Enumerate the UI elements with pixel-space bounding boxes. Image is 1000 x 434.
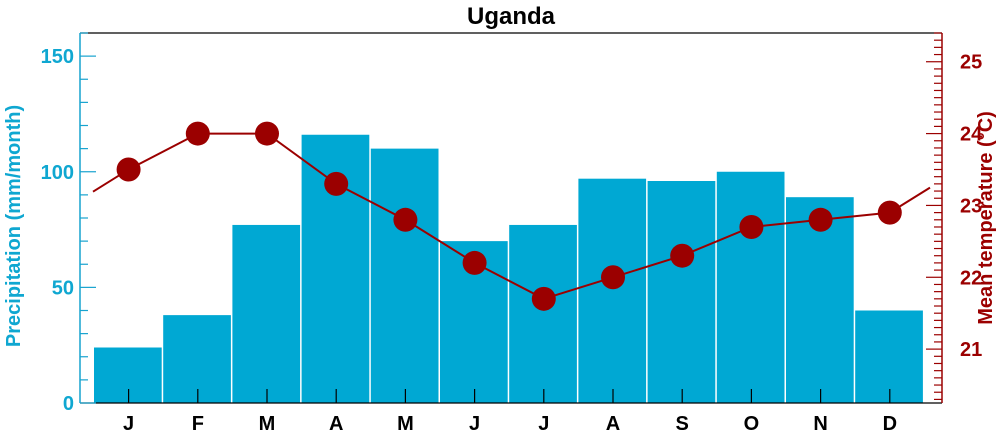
- y-tick-label-left: 50: [52, 277, 74, 299]
- temperature-point: [808, 207, 833, 232]
- temperature-point: [324, 171, 349, 196]
- temperature-point: [462, 250, 487, 275]
- temperature-point: [116, 157, 141, 182]
- x-tick-label: M: [397, 413, 414, 434]
- precipitation-bar: [647, 181, 716, 403]
- precipitation-bar: [163, 315, 231, 403]
- temperature-point: [531, 286, 556, 311]
- y-tick-label-right: 24: [960, 124, 983, 146]
- y-tick-label-right: 23: [960, 195, 982, 217]
- x-tick-label: J: [123, 413, 134, 434]
- temperature-point: [739, 214, 764, 239]
- x-tick-label: A: [329, 413, 343, 434]
- temperature-point: [670, 243, 695, 268]
- temperature-point: [601, 265, 625, 290]
- x-tick-label: A: [606, 413, 620, 434]
- chart-title: Uganda: [467, 3, 556, 30]
- temperature-point: [393, 207, 418, 232]
- precipitation-bar: [855, 310, 923, 403]
- y-tick-label-left: 0: [63, 393, 74, 415]
- precipitation-bar: [716, 171, 785, 403]
- y-tick-label-right: 21: [960, 339, 982, 361]
- x-tick-label: J: [538, 413, 549, 434]
- y-tick-label-left: 100: [41, 162, 74, 184]
- temperature-point: [877, 200, 902, 225]
- temperature-point: [185, 121, 210, 146]
- x-tick-label: F: [192, 413, 204, 434]
- precipitation-bar: [370, 148, 439, 403]
- x-tick-label: J: [469, 413, 480, 434]
- x-tick-label: D: [883, 413, 897, 434]
- x-tick-label: M: [259, 413, 276, 434]
- y-tick-label-right: 25: [960, 52, 982, 74]
- precipitation-bar: [509, 224, 577, 403]
- x-tick-label: S: [676, 413, 689, 434]
- x-tick-label: N: [813, 413, 827, 434]
- precipitation-bar: [94, 347, 162, 403]
- precipitation-bar: [578, 178, 647, 403]
- y-axis-label-right: Mean temperature (°C): [975, 111, 997, 325]
- x-tick-label: O: [744, 413, 760, 434]
- precipitation-bar: [232, 224, 301, 403]
- y-tick-label-right: 22: [960, 267, 982, 289]
- y-axis-label-left: Precipitation (mm/month): [3, 105, 25, 347]
- temperature-point: [255, 121, 279, 146]
- y-tick-label-left: 150: [41, 46, 74, 68]
